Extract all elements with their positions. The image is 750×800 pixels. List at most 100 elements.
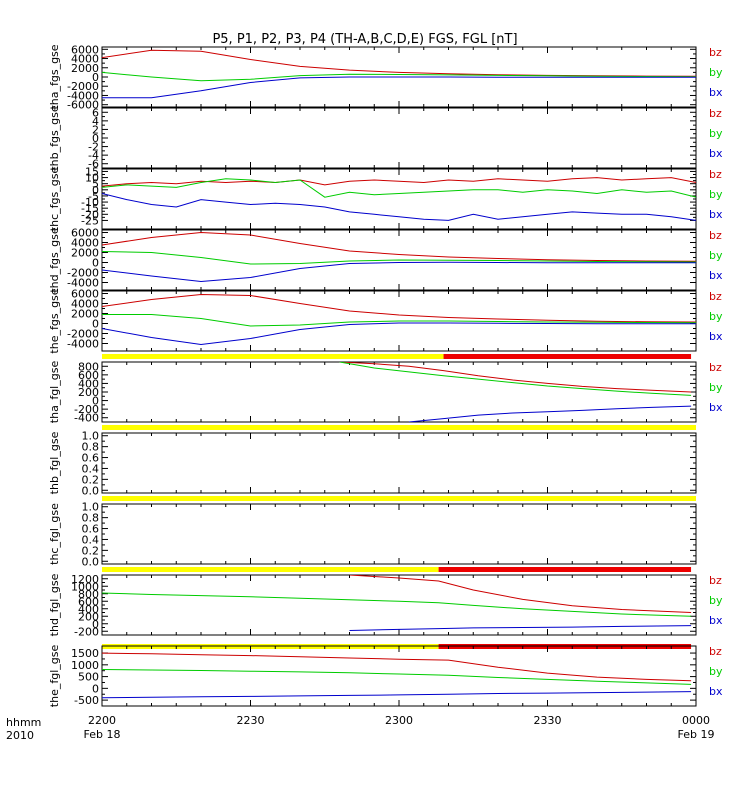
legend-entry-bz: bz: [709, 645, 722, 658]
legend-entry-by: by: [709, 188, 723, 201]
legend-entry-bz: bz: [709, 290, 722, 303]
y-axis-label: thc_fgs_gse: [48, 167, 61, 232]
y-axis-label: thb_fgs_gse: [48, 105, 61, 171]
series-line-bz: [102, 177, 696, 187]
x-tick-label: 0000: [682, 714, 710, 727]
y-axis-label: tha_fgs_gse: [48, 44, 61, 109]
legend-entry-bz: bz: [709, 46, 722, 59]
legend-entry-by: by: [709, 594, 723, 607]
y-tick-label: 0.4: [82, 462, 100, 475]
y-tick-label: 0: [92, 618, 99, 631]
y-tick-label: 400: [78, 377, 99, 390]
x-tick-label: 2300: [385, 714, 413, 727]
y-tick-label: 15: [85, 165, 99, 178]
legend-entry-bz: bz: [709, 574, 722, 587]
legend-entry-by: by: [709, 127, 723, 140]
y-tick-label: -500: [74, 694, 99, 707]
series-line-bx: [102, 691, 692, 699]
x-axis-corner-label-hhmm: hhmm: [6, 716, 41, 729]
x-tick-date-label: Feb 19: [678, 728, 715, 741]
legend-entry-bx: bx: [709, 401, 723, 414]
y-tick-label: 1000: [71, 659, 99, 672]
panel-thc_fgl_gse: 0.00.20.40.60.81.0 thc_fgl_gse: [48, 496, 697, 568]
legend-entry-bx: bx: [709, 208, 723, 221]
series-line-bz: [102, 652, 692, 682]
series-line-bx: [102, 322, 696, 346]
y-tick-label: 0.6: [82, 523, 100, 536]
series-line-bx: [102, 193, 696, 221]
y-tick-label: 0.2: [82, 473, 100, 486]
y-tick-label: 500: [78, 671, 99, 684]
y-tick-label: -6000: [67, 99, 99, 112]
legend-entry-bx: bx: [709, 685, 723, 698]
y-tick-label: 10: [85, 172, 99, 185]
y-tick-label: -200: [74, 625, 99, 638]
y-tick-label: 6000: [71, 43, 99, 56]
series-line-by: [339, 362, 692, 396]
x-tick-label: 2330: [534, 714, 562, 727]
y-tick-label: 0: [92, 682, 99, 695]
series-line-by: [102, 178, 696, 198]
plot-title: P5, P1, P2, P3, P4 (TH-A,B,C,D,E) FGS, F…: [212, 32, 517, 47]
y-tick-label: 600: [78, 595, 99, 608]
y-tick-label: 0.4: [82, 533, 100, 546]
status-bar-segment: [438, 567, 692, 572]
y-axis-label: the_fgl_gse: [48, 645, 61, 708]
y-tick-label: 0: [92, 257, 99, 270]
status-bar-segment: [102, 354, 444, 359]
y-tick-label: 800: [78, 360, 99, 373]
y-tick-label: 400: [78, 603, 99, 616]
y-tick-label: 6000: [71, 227, 99, 240]
y-tick-label: 0.0: [82, 555, 100, 568]
legend-entry-bz: bz: [709, 107, 722, 120]
y-tick-label: -6: [88, 158, 99, 171]
series-line-by: [102, 71, 696, 82]
y-axis-label: thb_fgl_gse: [48, 431, 61, 494]
y-tick-label: -4: [88, 149, 99, 162]
legend-entry-bx: bx: [709, 614, 723, 627]
y-tick-label: -5: [88, 190, 99, 203]
legend-entry-by: by: [709, 249, 723, 262]
y-axis-label: the_fgs_gse: [48, 288, 61, 353]
y-tick-label: -2: [88, 141, 99, 154]
series-line-by: [102, 314, 696, 327]
y-tick-label: 600: [78, 369, 99, 382]
series-line-by: [102, 669, 692, 685]
y-tick-label: 1.0: [82, 501, 100, 514]
y-tick-label: 800: [78, 588, 99, 601]
y-tick-label: -4000: [67, 277, 99, 290]
y-tick-label: -4000: [67, 338, 99, 351]
y-tick-label: 2000: [71, 247, 99, 260]
y-tick-label: 0.8: [82, 441, 100, 454]
y-tick-label: 0: [92, 132, 99, 145]
y-tick-label: 4000: [71, 298, 99, 311]
y-tick-label: 6000: [71, 288, 99, 301]
legend-entry-bx: bx: [709, 86, 723, 99]
y-tick-label: 200: [78, 386, 99, 399]
y-tick-label: 0: [92, 71, 99, 84]
series-line-bz: [102, 231, 696, 262]
series-line-bx: [102, 261, 696, 283]
x-tick-label: 2230: [237, 714, 265, 727]
panel-thb_fgl_gse: 0.00.20.40.60.81.0 thb_fgl_gse: [48, 425, 697, 497]
y-tick-label: -2000: [67, 80, 99, 93]
y-tick-label: 2000: [71, 62, 99, 75]
legend-entry-bz: bz: [709, 361, 722, 374]
y-tick-label: 2: [92, 123, 99, 136]
y-axis-label: thc_fgl_gse: [48, 503, 61, 565]
series-line-bx: [349, 625, 692, 631]
legend-entry-bz: bz: [709, 168, 722, 181]
y-tick-label: 0: [92, 184, 99, 197]
x-tick-date-label: Feb 18: [84, 728, 121, 741]
series-line-bz: [349, 575, 692, 613]
legend-entry-bx: bx: [709, 147, 723, 160]
y-tick-label: 4000: [71, 237, 99, 250]
y-tick-label: -4000: [67, 89, 99, 102]
